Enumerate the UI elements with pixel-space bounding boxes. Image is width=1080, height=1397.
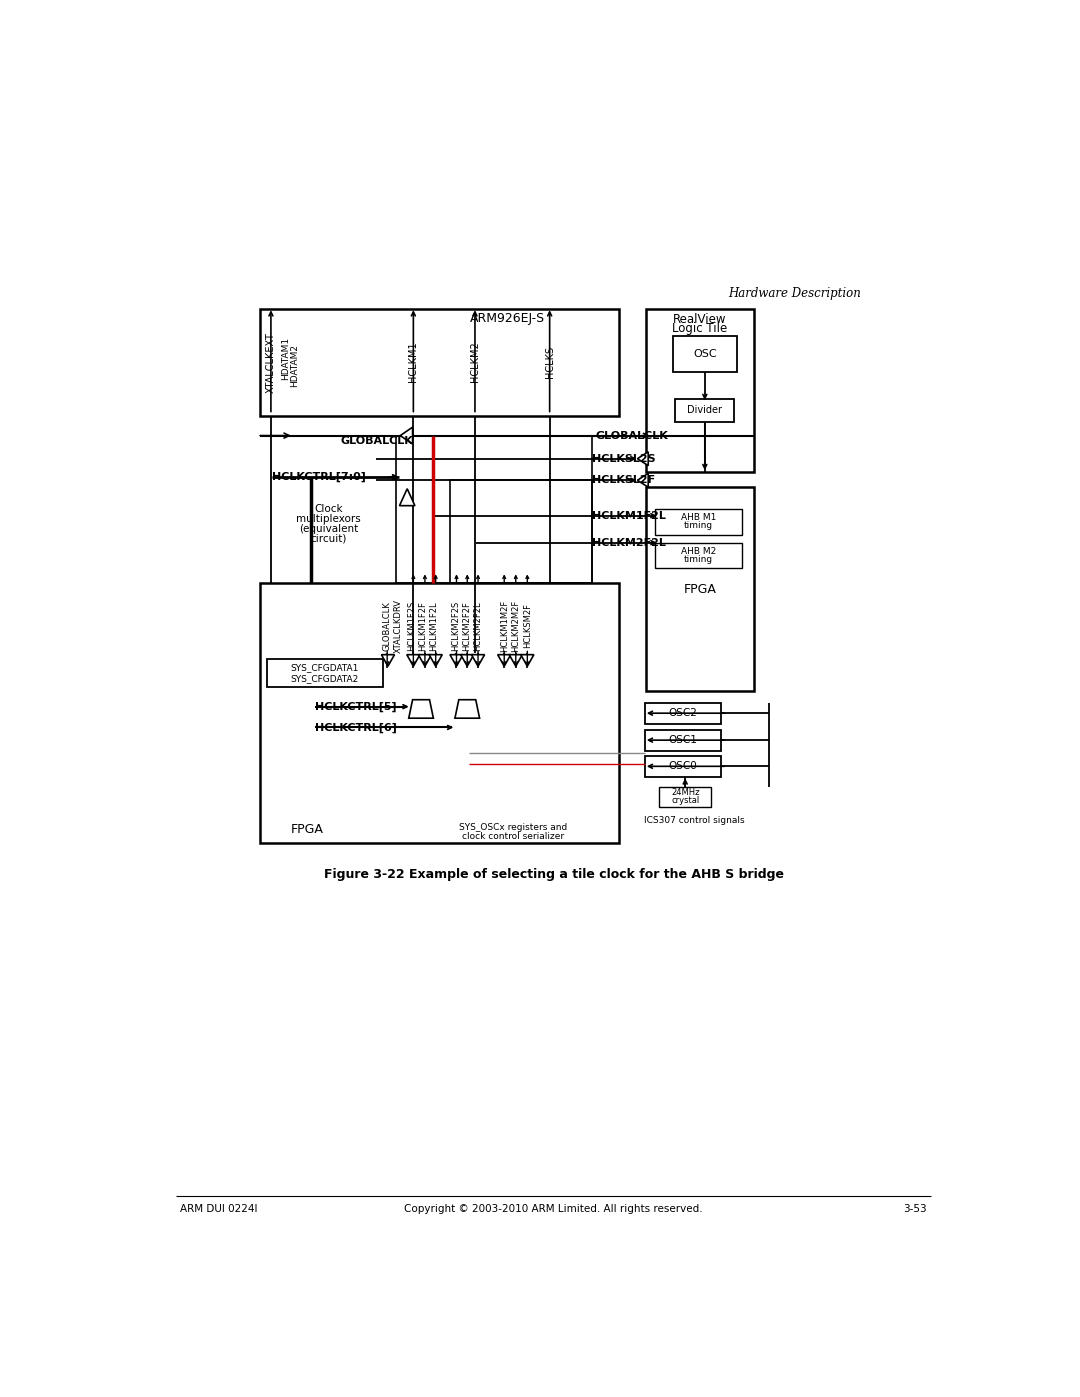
Text: HCLKM1M2F: HCLKM1M2F bbox=[500, 599, 509, 652]
Polygon shape bbox=[498, 655, 511, 666]
Text: timing: timing bbox=[684, 555, 713, 563]
Text: timing: timing bbox=[684, 521, 713, 531]
Text: OSC0: OSC0 bbox=[669, 761, 698, 771]
Bar bbox=[646, 488, 754, 692]
Text: ICS307 control signals: ICS307 control signals bbox=[644, 816, 744, 826]
Text: HDATAM1: HDATAM1 bbox=[281, 337, 291, 380]
Polygon shape bbox=[400, 489, 415, 506]
Text: HCLKM2M2F: HCLKM2M2F bbox=[511, 599, 521, 652]
Text: AHB M1: AHB M1 bbox=[681, 514, 716, 522]
Text: OSC2: OSC2 bbox=[669, 708, 698, 718]
Bar bbox=[645, 756, 720, 777]
Text: FPGA: FPGA bbox=[684, 583, 716, 595]
Text: Clock: Clock bbox=[314, 504, 343, 514]
Text: GLOBALCLK: GLOBALCLK bbox=[341, 436, 414, 446]
Bar bbox=[645, 703, 720, 724]
Text: ARM DUI 0224I: ARM DUI 0224I bbox=[180, 1204, 257, 1214]
Text: HCLKM2F2F: HCLKM2F2F bbox=[462, 601, 471, 651]
Text: HCLKSL2F: HCLKSL2F bbox=[592, 475, 656, 485]
Text: GLOBALCLK: GLOBALCLK bbox=[596, 432, 669, 441]
Text: RealView: RealView bbox=[673, 313, 727, 326]
Text: HCLKM1F2S: HCLKM1F2S bbox=[407, 601, 416, 651]
Polygon shape bbox=[521, 655, 534, 666]
Text: (equivalent: (equivalent bbox=[299, 524, 359, 534]
Text: HCLKM1F2F: HCLKM1F2F bbox=[418, 601, 427, 651]
Text: FPGA: FPGA bbox=[291, 823, 324, 835]
Text: HCLKCTRL[5]: HCLKCTRL[5] bbox=[314, 701, 396, 712]
Text: HCLKSM2F: HCLKSM2F bbox=[523, 604, 531, 648]
Text: 24MHz: 24MHz bbox=[671, 788, 700, 796]
Polygon shape bbox=[418, 655, 431, 666]
Text: HCLKM2F2L: HCLKM2F2L bbox=[473, 601, 482, 651]
Text: XTALCLKEXT: XTALCLKEXT bbox=[266, 331, 275, 393]
Polygon shape bbox=[450, 655, 463, 666]
Polygon shape bbox=[429, 655, 442, 666]
Bar bbox=[675, 398, 734, 422]
Text: HCLKCTRL[6]: HCLKCTRL[6] bbox=[314, 722, 396, 732]
Bar bbox=[645, 729, 720, 750]
Polygon shape bbox=[381, 655, 394, 666]
Text: multiplexors: multiplexors bbox=[296, 514, 361, 524]
Text: HCLKS: HCLKS bbox=[544, 346, 555, 379]
Polygon shape bbox=[401, 427, 413, 444]
Text: SYS_OSCx registers and: SYS_OSCx registers and bbox=[459, 823, 567, 833]
Bar bbox=[646, 309, 754, 472]
Text: HCLKM2: HCLKM2 bbox=[470, 342, 480, 383]
Text: 3-53: 3-53 bbox=[903, 1204, 927, 1214]
Polygon shape bbox=[472, 655, 485, 666]
Bar bbox=[450, 481, 592, 584]
Polygon shape bbox=[408, 700, 433, 718]
Text: ARM926EJ-S: ARM926EJ-S bbox=[470, 312, 545, 326]
Text: HDATAM2: HDATAM2 bbox=[291, 345, 299, 387]
Bar bbox=[267, 659, 382, 687]
Polygon shape bbox=[407, 655, 420, 666]
Text: OSC: OSC bbox=[693, 349, 717, 359]
Text: GLOBALCLK: GLOBALCLK bbox=[382, 601, 392, 651]
Polygon shape bbox=[637, 474, 648, 488]
Bar bbox=[260, 309, 619, 415]
Text: HCLKM2F2L: HCLKM2F2L bbox=[592, 538, 666, 548]
Text: SYS_CFGDATA1: SYS_CFGDATA1 bbox=[291, 664, 359, 672]
Polygon shape bbox=[637, 451, 648, 465]
Bar bbox=[656, 542, 742, 569]
Text: Logic Tile: Logic Tile bbox=[672, 323, 728, 335]
Bar bbox=[659, 787, 712, 806]
Text: circuit): circuit) bbox=[310, 534, 347, 543]
Text: HCLKM2F2S: HCLKM2F2S bbox=[451, 601, 460, 651]
Text: Copyright © 2003-2010 ARM Limited. All rights reserved.: Copyright © 2003-2010 ARM Limited. All r… bbox=[404, 1204, 703, 1214]
Text: crystal: crystal bbox=[671, 796, 699, 805]
Bar bbox=[656, 509, 742, 535]
Polygon shape bbox=[461, 655, 474, 666]
Text: HCLKM1F2L: HCLKM1F2L bbox=[592, 511, 666, 521]
Text: Divider: Divider bbox=[687, 405, 723, 415]
Text: OSC1: OSC1 bbox=[669, 735, 698, 745]
Text: XTALCLKDRV: XTALCLKDRV bbox=[394, 599, 403, 652]
Text: AHB M2: AHB M2 bbox=[681, 548, 716, 556]
Polygon shape bbox=[455, 700, 480, 718]
Bar bbox=[396, 436, 592, 584]
Bar bbox=[260, 584, 619, 842]
Text: HCLKSL2S: HCLKSL2S bbox=[592, 454, 656, 464]
Text: Figure 3-22 Example of selecting a tile clock for the AHB S bridge: Figure 3-22 Example of selecting a tile … bbox=[324, 868, 783, 882]
Text: HCLKM1: HCLKM1 bbox=[408, 342, 418, 383]
Text: Hardware Description: Hardware Description bbox=[729, 286, 862, 299]
Polygon shape bbox=[510, 655, 523, 666]
Text: HCLKM1F2L: HCLKM1F2L bbox=[429, 601, 437, 651]
Text: SYS_CFGDATA2: SYS_CFGDATA2 bbox=[291, 673, 359, 683]
Text: HCLKCTRL[7:0]: HCLKCTRL[7:0] bbox=[272, 472, 366, 482]
Bar bbox=[673, 335, 737, 372]
Text: clock control serializer: clock control serializer bbox=[461, 833, 564, 841]
